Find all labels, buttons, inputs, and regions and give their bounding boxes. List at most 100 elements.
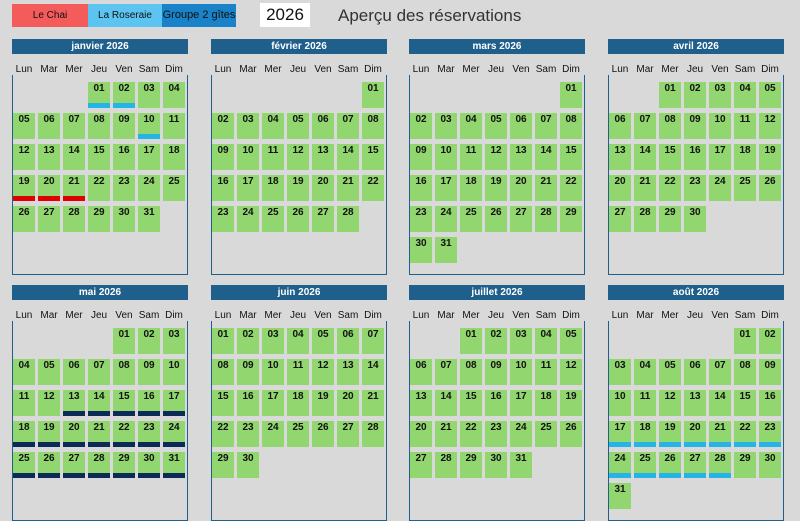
day-cell[interactable]: 19 [13, 175, 35, 201]
day-cell[interactable]: 11 [734, 113, 756, 139]
day-cell[interactable]: 23 [485, 421, 507, 447]
day-cell[interactable]: 13 [337, 359, 359, 385]
day-cell[interactable]: 09 [759, 359, 781, 385]
day-cell[interactable]: 22 [113, 421, 135, 447]
day-cell[interactable]: 03 [435, 113, 457, 139]
day-cell[interactable]: 19 [38, 421, 60, 447]
day-cell[interactable]: 29 [734, 452, 756, 478]
day-cell[interactable]: 17 [237, 175, 259, 201]
day-cell[interactable]: 06 [510, 113, 532, 139]
day-cell[interactable]: 22 [560, 175, 582, 201]
day-cell[interactable]: 01 [460, 328, 482, 354]
day-cell[interactable]: 01 [560, 82, 582, 108]
day-cell[interactable]: 01 [362, 82, 384, 108]
day-cell[interactable]: 16 [237, 390, 259, 416]
day-cell[interactable]: 06 [337, 328, 359, 354]
day-cell[interactable]: 02 [485, 328, 507, 354]
day-cell[interactable]: 02 [759, 328, 781, 354]
day-cell[interactable]: 22 [212, 421, 234, 447]
day-cell[interactable]: 10 [435, 144, 457, 170]
day-cell[interactable]: 19 [659, 421, 681, 447]
day-cell[interactable]: 13 [510, 144, 532, 170]
day-cell[interactable]: 12 [312, 359, 334, 385]
day-cell[interactable]: 29 [560, 206, 582, 232]
day-cell[interactable]: 24 [138, 175, 160, 201]
day-cell[interactable]: 26 [759, 175, 781, 201]
day-cell[interactable]: 26 [13, 206, 35, 232]
day-cell[interactable]: 03 [163, 328, 185, 354]
day-cell[interactable]: 14 [634, 144, 656, 170]
day-cell[interactable]: 08 [88, 113, 110, 139]
day-cell[interactable]: 20 [410, 421, 432, 447]
day-cell[interactable]: 09 [212, 144, 234, 170]
day-cell[interactable]: 09 [485, 359, 507, 385]
day-cell[interactable]: 07 [709, 359, 731, 385]
day-cell[interactable]: 14 [63, 144, 85, 170]
day-cell[interactable]: 14 [337, 144, 359, 170]
day-cell[interactable]: 26 [287, 206, 309, 232]
day-cell[interactable]: 01 [113, 328, 135, 354]
day-cell[interactable]: 31 [138, 206, 160, 232]
day-cell[interactable]: 24 [163, 421, 185, 447]
day-cell[interactable]: 03 [262, 328, 284, 354]
day-cell[interactable]: 04 [535, 328, 557, 354]
day-cell[interactable]: 26 [38, 452, 60, 478]
day-cell[interactable]: 19 [485, 175, 507, 201]
day-cell[interactable]: 08 [460, 359, 482, 385]
day-cell[interactable]: 16 [485, 390, 507, 416]
day-cell[interactable]: 04 [634, 359, 656, 385]
day-cell[interactable]: 13 [63, 390, 85, 416]
day-cell[interactable]: 11 [163, 113, 185, 139]
day-cell[interactable]: 04 [163, 82, 185, 108]
day-cell[interactable]: 21 [63, 175, 85, 201]
day-cell[interactable]: 18 [13, 421, 35, 447]
day-cell[interactable]: 07 [63, 113, 85, 139]
day-cell[interactable]: 25 [734, 175, 756, 201]
day-cell[interactable]: 23 [237, 421, 259, 447]
day-cell[interactable]: 07 [535, 113, 557, 139]
day-cell[interactable]: 11 [535, 359, 557, 385]
day-cell[interactable]: 07 [634, 113, 656, 139]
day-cell[interactable]: 15 [460, 390, 482, 416]
day-cell[interactable]: 13 [410, 390, 432, 416]
day-cell[interactable]: 17 [709, 144, 731, 170]
day-cell[interactable]: 05 [485, 113, 507, 139]
day-cell[interactable]: 26 [659, 452, 681, 478]
day-cell[interactable]: 23 [113, 175, 135, 201]
day-cell[interactable]: 01 [88, 82, 110, 108]
day-cell[interactable]: 28 [337, 206, 359, 232]
day-cell[interactable]: 18 [734, 144, 756, 170]
day-cell[interactable]: 05 [312, 328, 334, 354]
day-cell[interactable]: 02 [212, 113, 234, 139]
day-cell[interactable]: 08 [113, 359, 135, 385]
day-cell[interactable]: 12 [38, 390, 60, 416]
day-cell[interactable]: 29 [88, 206, 110, 232]
day-cell[interactable]: 19 [287, 175, 309, 201]
day-cell[interactable]: 20 [684, 421, 706, 447]
day-cell[interactable]: 20 [312, 175, 334, 201]
day-cell[interactable]: 14 [709, 390, 731, 416]
day-cell[interactable]: 12 [13, 144, 35, 170]
day-cell[interactable]: 17 [510, 390, 532, 416]
day-cell[interactable]: 18 [262, 175, 284, 201]
day-cell[interactable]: 30 [113, 206, 135, 232]
day-cell[interactable]: 28 [435, 452, 457, 478]
day-cell[interactable]: 13 [609, 144, 631, 170]
day-cell[interactable]: 24 [709, 175, 731, 201]
day-cell[interactable]: 20 [63, 421, 85, 447]
day-cell[interactable]: 21 [435, 421, 457, 447]
day-cell[interactable]: 07 [88, 359, 110, 385]
day-cell[interactable]: 18 [460, 175, 482, 201]
day-cell[interactable]: 18 [634, 421, 656, 447]
day-cell[interactable]: 06 [38, 113, 60, 139]
day-cell[interactable]: 15 [560, 144, 582, 170]
day-cell[interactable]: 14 [435, 390, 457, 416]
day-cell[interactable]: 10 [609, 390, 631, 416]
day-cell[interactable]: 11 [460, 144, 482, 170]
day-cell[interactable]: 13 [38, 144, 60, 170]
day-cell[interactable]: 15 [113, 390, 135, 416]
day-cell[interactable]: 13 [312, 144, 334, 170]
day-cell[interactable]: 28 [63, 206, 85, 232]
day-cell[interactable]: 17 [138, 144, 160, 170]
day-cell[interactable]: 08 [212, 359, 234, 385]
